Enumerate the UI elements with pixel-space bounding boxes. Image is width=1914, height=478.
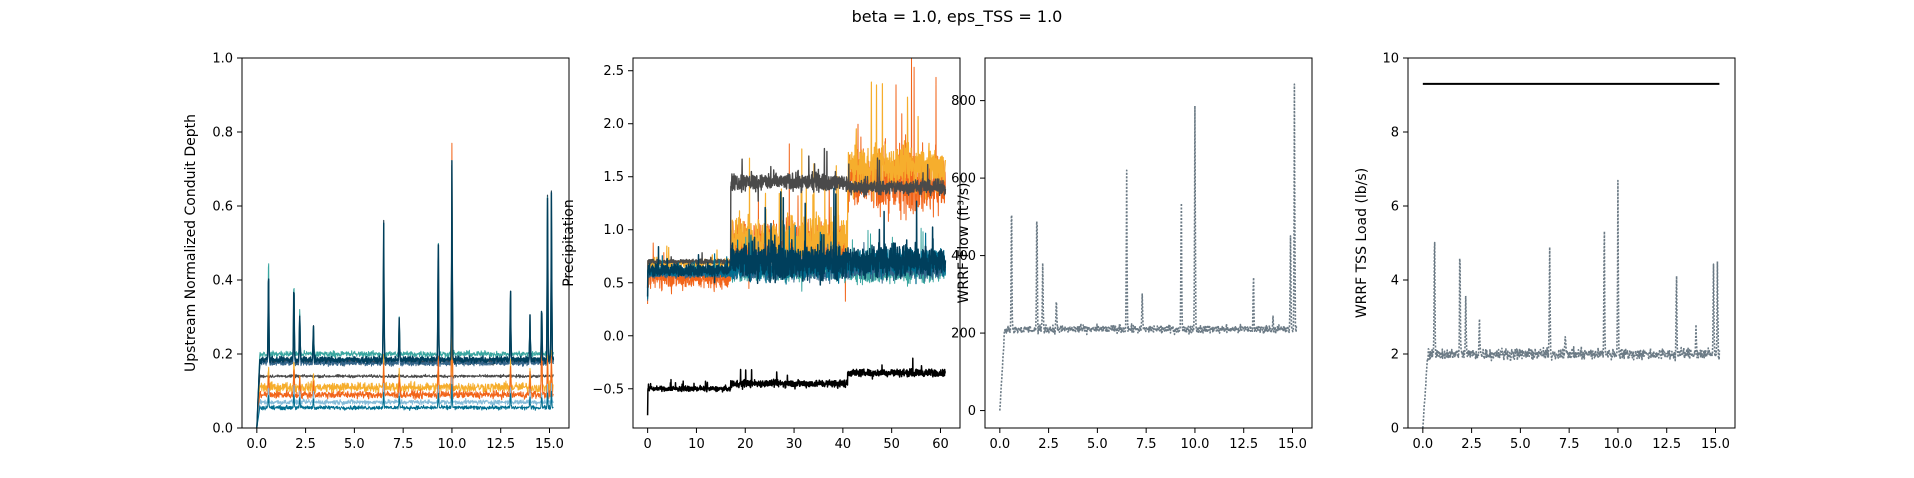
precip-series-line — [646, 357, 947, 416]
depth-ytick-label: 0.2 — [212, 348, 233, 363]
tss-axes-frame — [1407, 57, 1736, 429]
flow-ytick-label: 800 — [951, 94, 976, 109]
tss-ytick-label: 0 — [1391, 422, 1399, 437]
depth-ytick-label: 1.0 — [212, 52, 233, 67]
precip-ylabel: Precipitation — [561, 199, 577, 287]
tss-xtick-label: 0.0 — [1412, 437, 1433, 452]
precip-ytick-label: 1.0 — [603, 223, 624, 238]
precip-xtick-label: 20 — [737, 437, 754, 452]
precip-xtick-label: 60 — [932, 437, 949, 452]
flow-xtick-label: 12.5 — [1229, 437, 1258, 452]
depth-ticks: 0.0 2.5 5.0 7.5 10.0 12.5 15.0 0.0 0.2 0.4 0.6 0.8 1… — [212, 52, 564, 453]
flow-series-line — [999, 83, 1298, 411]
depth-ytick-label: 0.8 — [212, 126, 233, 141]
figure-suptitle: beta = 1.0, eps_TSS = 1.0 — [852, 7, 1063, 27]
precip-ytick-label: −0.5 — [592, 382, 624, 397]
flow-ytick-label: 200 — [951, 327, 976, 342]
depth-plot-lines — [256, 142, 555, 428]
flow-xtick-label: 2.5 — [1038, 437, 1059, 452]
flow-xtick-label: 5.0 — [1087, 437, 1108, 452]
flow-xtick-label: 0.0 — [989, 437, 1010, 452]
depth-series-line — [256, 338, 554, 428]
tss-ytick-label: 8 — [1391, 126, 1399, 141]
flow-ylabel: WRRF Flow (ft³/s) — [956, 183, 972, 304]
depth-xtick-label: 0.0 — [246, 437, 267, 452]
flow-ytick-label: 0 — [968, 404, 976, 419]
panel-precip: 0 10 20 30 40 50 60 −0.5 0.0 0.5 1.0 1.5 2.0 2.5 Prec… — [561, 57, 961, 452]
flow-xtick-label: 15.0 — [1278, 437, 1307, 452]
tss-ytick-label: 6 — [1391, 200, 1399, 215]
depth-ytick-label: 0.0 — [212, 422, 233, 437]
panel-flow: 0.0 2.5 5.0 7.5 10.0 12.5 15.0 0 200 400 600 800 WR… — [951, 57, 1313, 452]
tss-ytick-label: 4 — [1391, 274, 1399, 289]
depth-xtick-label: 7.5 — [393, 437, 414, 452]
flow-ytick-label: 600 — [951, 172, 976, 187]
precip-ytick-label: 0.0 — [603, 329, 624, 344]
precip-ytick-label: 0.5 — [603, 276, 624, 291]
tss-xtick-label: 7.5 — [1559, 437, 1580, 452]
tss-xtick-label: 2.5 — [1461, 437, 1482, 452]
flow-xtick-label: 10.0 — [1180, 437, 1209, 452]
panel-tss: 0.0 2.5 5.0 7.5 10.0 12.5 15.0 0 2 4 6 8 10 WRRF TSS… — [1354, 52, 1736, 453]
precip-xtick-label: 40 — [835, 437, 852, 452]
depth-series-line — [256, 159, 555, 428]
tss-ytick-label: 10 — [1382, 52, 1399, 67]
precip-axes-frame — [632, 57, 961, 429]
precip-ytick-label: 2.0 — [603, 117, 624, 132]
depth-xtick-label: 10.0 — [437, 437, 466, 452]
depth-series-line — [256, 167, 554, 428]
depth-series-line — [256, 376, 554, 428]
precip-ytick-label: 1.5 — [603, 170, 624, 185]
panel-depth: 0.0 2.5 5.0 7.5 10.0 12.5 15.0 0.0 0.2 0.4 0.6 0.8 1… — [183, 52, 570, 453]
tss-xtick-label: 5.0 — [1510, 437, 1531, 452]
tss-ytick-label: 2 — [1391, 348, 1399, 363]
tss-series-line — [1422, 179, 1721, 428]
flow-axes-frame — [984, 57, 1313, 429]
depth-ytick-label: 0.4 — [212, 274, 233, 289]
precip-series-line — [646, 147, 947, 289]
depth-series-line — [256, 373, 554, 428]
precip-series-line — [646, 187, 947, 297]
precip-xtick-label: 0 — [644, 437, 652, 452]
tss-ylabel: WRRF TSS Load (lb/s) — [1354, 168, 1370, 318]
depth-xtick-label: 15.0 — [535, 437, 564, 452]
flow-ytick-label: 400 — [951, 249, 976, 264]
depth-series-line — [256, 142, 554, 428]
depth-xtick-label: 5.0 — [344, 437, 365, 452]
tss-ticks: 0.0 2.5 5.0 7.5 10.0 12.5 15.0 0 2 4 6 8 10 — [1382, 52, 1730, 453]
depth-ylabel: Upstream Normalized Conduit Depth — [183, 114, 199, 372]
tss-xtick-label: 12.5 — [1652, 437, 1681, 452]
tss-plot-lines — [1422, 82, 1721, 428]
flow-xtick-label: 7.5 — [1136, 437, 1157, 452]
depth-series-line — [256, 384, 554, 428]
depth-xtick-label: 12.5 — [486, 437, 515, 452]
precip-xtick-label: 10 — [688, 437, 705, 452]
precip-plot-lines — [646, 58, 947, 416]
precip-ticks: 0 10 20 30 40 50 60 −0.5 0.0 0.5 1.0 1.5 2.0 2.5 — [592, 64, 948, 452]
flow-ticks: 0.0 2.5 5.0 7.5 10.0 12.5 15.0 0 200 400 600 800 — [951, 94, 1307, 452]
precip-ytick-label: 2.5 — [603, 64, 624, 79]
depth-series-line — [256, 179, 554, 428]
depth-ytick-label: 0.6 — [212, 200, 233, 215]
depth-xtick-label: 2.5 — [295, 437, 316, 452]
precip-xtick-label: 30 — [786, 437, 803, 452]
depth-axes-frame — [241, 57, 570, 429]
tss-xtick-label: 10.0 — [1603, 437, 1632, 452]
flow-plot-lines — [999, 83, 1298, 411]
precip-xtick-label: 50 — [883, 437, 900, 452]
tss-xtick-label: 15.0 — [1701, 437, 1730, 452]
